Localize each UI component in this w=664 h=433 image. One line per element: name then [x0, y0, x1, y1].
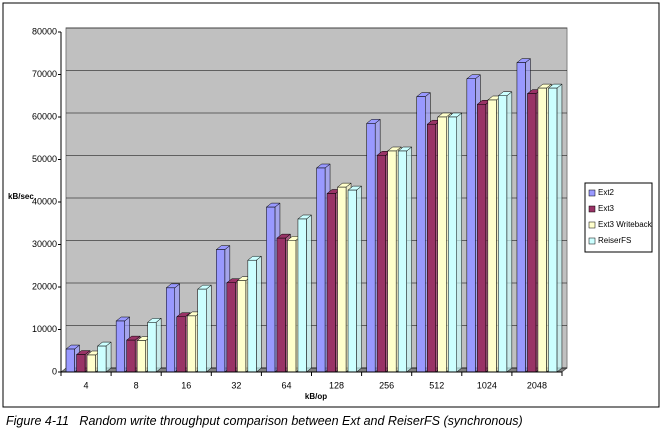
bar-side — [256, 255, 262, 373]
bar — [126, 339, 136, 373]
bar-side — [155, 317, 162, 373]
bar — [427, 123, 436, 373]
y-tick-label: 30000 — [32, 239, 57, 249]
x-tick-label: 16 — [181, 380, 191, 390]
bar — [397, 150, 407, 373]
bar — [326, 193, 336, 373]
bar — [65, 348, 75, 373]
bar — [337, 186, 347, 373]
bar — [466, 78, 476, 373]
legend-swatch — [588, 237, 596, 245]
x-tick-label: 128 — [329, 380, 344, 390]
bar — [266, 206, 276, 373]
legend-swatch — [588, 221, 596, 229]
y-tick-label: 20000 — [32, 281, 57, 291]
bar — [376, 155, 386, 373]
legend-label: Ext3 Writeback — [598, 220, 653, 229]
bar — [115, 320, 125, 373]
bar — [86, 354, 96, 373]
bar — [287, 240, 297, 373]
x-tick-label: 64 — [281, 380, 291, 390]
bar — [276, 237, 286, 373]
bar — [237, 280, 247, 373]
bar-side — [206, 284, 212, 373]
legend-label: ReiserFS — [598, 236, 631, 245]
bar-side — [506, 91, 513, 373]
y-tick-label: 50000 — [32, 154, 57, 164]
y-tick-label: 80000 — [32, 26, 57, 36]
y-tick-label: 70000 — [32, 69, 57, 79]
bar — [387, 150, 397, 373]
bar — [437, 116, 447, 373]
bar — [516, 62, 526, 373]
bar-side — [456, 112, 462, 373]
bar-side — [306, 214, 312, 373]
bar — [316, 167, 326, 373]
y-axis-label: kB/sec — [8, 192, 34, 201]
bar-side — [406, 146, 412, 373]
x-tick-label: 2048 — [527, 380, 547, 390]
bar — [487, 99, 497, 373]
bar — [226, 282, 236, 373]
x-tick-label: 1024 — [477, 380, 497, 390]
bar — [247, 259, 257, 373]
x-tick-label: 512 — [429, 380, 444, 390]
legend-swatch — [588, 205, 596, 213]
x-tick-label: 32 — [231, 380, 241, 390]
legend-label: Ext3 — [598, 204, 615, 213]
bar — [197, 288, 207, 373]
bar — [97, 345, 107, 373]
bar — [76, 354, 86, 373]
bar — [176, 316, 186, 373]
x-axis-label: kB/op — [305, 392, 327, 401]
bar — [416, 96, 426, 373]
bar — [527, 93, 537, 373]
bar — [537, 87, 547, 373]
chart: kB/sec kB/op 0 10000 20000 30000 40000 50000 6… — [2, 2, 660, 408]
x-tick-label: 4 — [84, 380, 89, 390]
y-tick-label: 40000 — [32, 196, 57, 206]
bar-side — [356, 185, 362, 373]
x-tick-label: 8 — [134, 380, 139, 390]
bar — [498, 95, 508, 373]
legend-label: Ext2 — [598, 188, 615, 197]
bar — [448, 116, 457, 373]
y-tick-label: 0 — [52, 366, 57, 376]
caption: Figure 4-11 Random write throughput comp… — [6, 414, 523, 428]
x-tick-label: 256 — [379, 380, 394, 390]
bar — [477, 104, 487, 373]
bar-side — [556, 83, 563, 373]
bar-side — [105, 341, 112, 373]
bar — [297, 218, 307, 373]
bar — [147, 322, 157, 373]
legend-swatch — [588, 189, 596, 197]
bar — [216, 249, 226, 373]
y-tick-label: 10000 — [32, 324, 57, 334]
bar — [166, 287, 175, 373]
bar — [366, 123, 376, 373]
legend-box — [584, 182, 653, 253]
y-tick-label: 60000 — [32, 111, 57, 121]
bar — [548, 87, 558, 373]
bar — [347, 189, 357, 373]
bar — [136, 340, 146, 373]
bar — [187, 315, 196, 373]
